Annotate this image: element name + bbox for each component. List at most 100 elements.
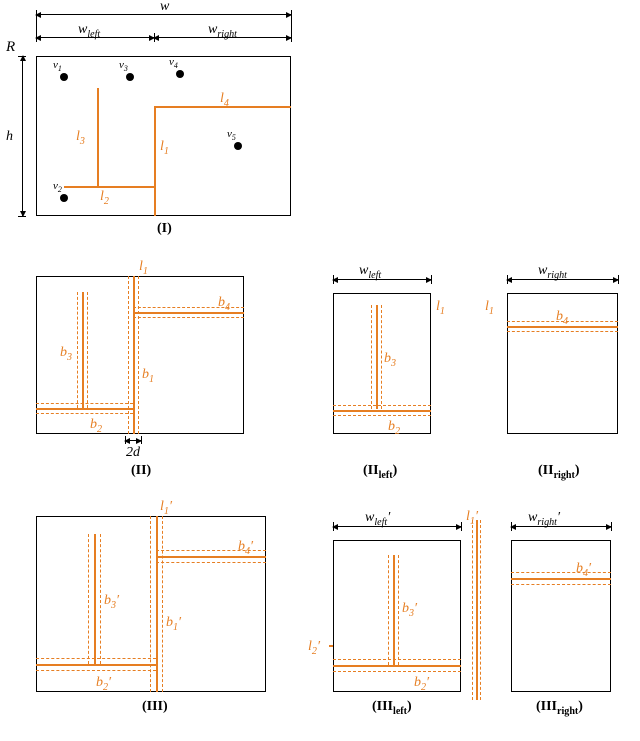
panel-II-l1: l1	[139, 260, 148, 277]
panel-IIleft-rect	[333, 293, 431, 434]
panel-IIIleft-bandlabel: b2′	[414, 676, 429, 693]
panel-IIright-l1: l1	[485, 300, 494, 317]
dashed-segment	[36, 413, 133, 414]
dashed-segment	[77, 292, 78, 408]
point-v2	[60, 194, 68, 202]
dashed-segment	[156, 562, 266, 563]
caption-panel-IIIright: (IIIright)	[536, 700, 583, 717]
dashed-segment	[87, 292, 88, 408]
dashed-segment	[36, 403, 133, 404]
panel-IIIleft-l2: l2′	[308, 640, 320, 657]
dashed-segment	[511, 584, 611, 585]
panel-IIleft-bandlabel: b2	[388, 420, 400, 437]
panel-III-bandlabel: b2′	[96, 676, 111, 693]
w-arrow	[36, 14, 291, 15]
panel-III-bandlabel: b1′	[166, 616, 181, 633]
point-v1	[60, 73, 68, 81]
dim-label: wright′	[528, 511, 560, 528]
dashed-segment	[333, 415, 431, 416]
dashed-segment	[398, 555, 399, 665]
b3'	[393, 555, 395, 665]
panel-II-bandlabel: b1	[142, 368, 154, 385]
l1-shared	[476, 520, 478, 700]
b3	[82, 292, 84, 408]
h-arrow	[22, 56, 23, 216]
l2'	[329, 645, 333, 647]
point-label-v4: v4	[169, 57, 178, 70]
dashed-segment	[333, 659, 461, 660]
panel-IIIright-top-arrow	[511, 526, 611, 527]
b2'	[36, 664, 156, 666]
dashed-segment	[381, 305, 382, 409]
panel-IIIright-bandlabel: b4′	[576, 562, 591, 579]
b3'	[94, 534, 96, 664]
panel-IIleft-l1: l1	[436, 300, 445, 317]
dashed-segment	[507, 331, 618, 332]
b2	[36, 408, 133, 410]
panel-II-bandlabel: b3	[60, 346, 72, 363]
caption-panel-IIIleft: (IIIleft)	[372, 700, 412, 717]
point-label-v2: v2	[53, 181, 62, 194]
b3	[376, 305, 378, 409]
l3-label: l3	[76, 130, 85, 147]
dashed-segment	[133, 317, 244, 318]
point-label-v1: v1	[53, 60, 62, 73]
point-v5	[234, 142, 242, 150]
panel-IIIright-rect	[511, 540, 611, 692]
dim-label: wleft	[78, 23, 100, 40]
panel-III-bandlabel: b4′	[238, 540, 253, 557]
panel-IIright-bandlabel: b4	[556, 310, 568, 327]
dashed-segment	[36, 670, 156, 671]
R-label: R	[6, 40, 15, 55]
l1-label: l1	[160, 140, 169, 157]
b1'	[156, 516, 158, 692]
l2-label: l2	[100, 190, 109, 207]
panel-IIIleft-rect	[333, 540, 461, 692]
caption-panel-III: (III)	[142, 700, 168, 714]
b2	[333, 410, 431, 412]
b2'	[333, 665, 461, 667]
b4'	[511, 578, 611, 580]
dashed-segment	[480, 520, 481, 700]
dim-label: wright	[208, 23, 237, 40]
panel-III-bandlabel: b3′	[104, 594, 119, 611]
dashed-segment	[88, 534, 89, 664]
dim-label: h	[6, 130, 13, 144]
caption-panel-II: (II)	[131, 464, 151, 478]
panel-III-rect	[36, 516, 266, 692]
caption-panel-IIleft: (IIleft)	[363, 464, 397, 481]
panel-IIIleft-top-arrow	[333, 526, 461, 527]
point-v4	[176, 70, 184, 78]
dim-label: wleft′	[365, 511, 390, 528]
dashed-segment	[150, 516, 151, 692]
dim-label: 2d	[126, 446, 140, 460]
panel-II-bandlabel: b2	[90, 418, 102, 435]
dashed-segment	[100, 534, 101, 664]
dashed-segment	[128, 276, 129, 434]
panel-II-bandlabel: b4	[218, 296, 230, 313]
b1	[133, 276, 135, 434]
panel-IIIleft-bandlabel: b3′	[402, 602, 417, 619]
panel-I-rect	[36, 56, 291, 216]
l1	[154, 106, 156, 216]
dashed-segment	[511, 572, 611, 573]
dashed-segment	[333, 405, 431, 406]
point-label-v5: v5	[227, 129, 236, 142]
dashed-segment	[388, 555, 389, 665]
dashed-segment	[162, 516, 163, 692]
dashed-segment	[333, 671, 461, 672]
panel-IIleft-bandlabel: b3	[384, 352, 396, 369]
dim-label: w	[160, 0, 169, 14]
panel-II-2d-arrow	[125, 440, 141, 441]
panel-III-l1: l1′	[160, 500, 172, 517]
dashed-segment	[371, 305, 372, 409]
dashed-segment	[36, 658, 156, 659]
caption-panel-IIright: (IIright)	[538, 464, 580, 481]
point-label-v3: v3	[119, 60, 128, 73]
dim-label: wleft	[359, 264, 381, 281]
point-v3	[126, 73, 134, 81]
dim-label: wright	[538, 264, 567, 281]
panel-IIleft-top-arrow	[333, 279, 431, 280]
dashed-segment	[138, 276, 139, 434]
l2	[64, 186, 154, 188]
